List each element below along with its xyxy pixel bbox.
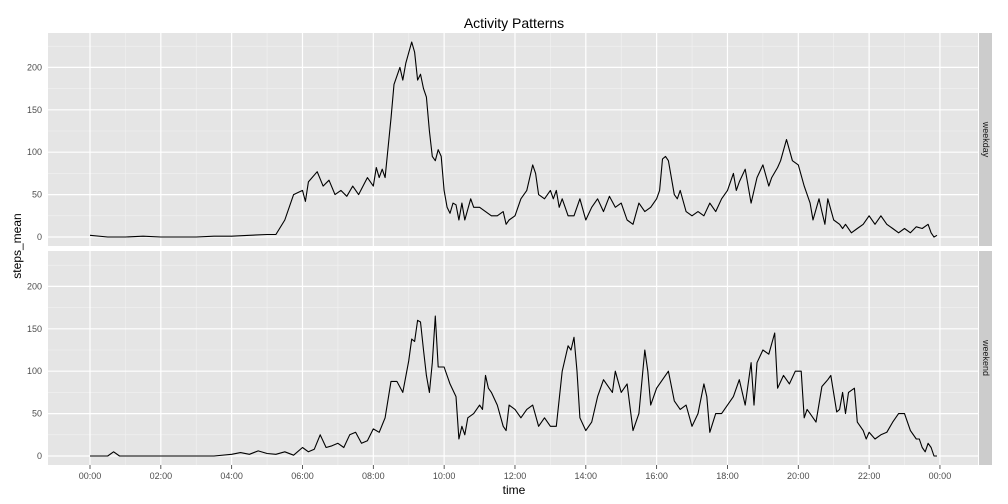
x-tick-label: 12:00 xyxy=(504,471,527,481)
y-tick-label: 0 xyxy=(37,451,42,461)
x-tick-label: 16:00 xyxy=(645,471,668,481)
x-axis-title: time xyxy=(503,483,526,497)
y-tick-label: 0 xyxy=(37,232,42,242)
x-axis: 00:00 02:00 04:00 06:00 08:00 10:00 12:00 14:00… xyxy=(79,465,951,481)
y-axis-title: steps_mean xyxy=(10,213,24,278)
y-tick-label: 200 xyxy=(27,62,42,72)
panel-background xyxy=(48,251,978,465)
panel-weekday: 0 50 100 150 200 xyxy=(27,33,978,246)
x-tick-label: 04:00 xyxy=(220,471,243,481)
x-tick-label: 00:00 xyxy=(79,471,102,481)
x-tick-label: 06:00 xyxy=(291,471,314,481)
panel-weekend: 0 50 100 150 200 xyxy=(27,251,978,465)
facet-strip xyxy=(979,33,992,246)
facet-label-weekend: weekend xyxy=(981,339,991,376)
x-tick-label: 08:00 xyxy=(362,471,385,481)
series-line-weekday xyxy=(89,41,938,238)
x-tick-label: 18:00 xyxy=(716,471,739,481)
y-tick-label: 150 xyxy=(27,105,42,115)
panel-background xyxy=(48,33,978,246)
y-tick-label: 150 xyxy=(27,324,42,334)
x-tick-label: 22:00 xyxy=(858,471,881,481)
y-tick-label: 50 xyxy=(32,409,42,419)
y-tick-label: 50 xyxy=(32,190,42,200)
x-tick-label: 00:00 xyxy=(929,471,952,481)
facet-strip xyxy=(979,251,992,465)
y-tick-label: 100 xyxy=(27,147,42,157)
y-tick-label: 200 xyxy=(27,281,42,291)
x-tick-label: 14:00 xyxy=(575,471,598,481)
x-tick-label: 10:00 xyxy=(433,471,456,481)
facet-label-weekday: weekday xyxy=(981,121,991,158)
chart-title: Activity Patterns xyxy=(464,15,564,31)
y-tick-label: 100 xyxy=(27,366,42,376)
x-tick-label: 02:00 xyxy=(150,471,173,481)
x-tick-label: 20:00 xyxy=(787,471,810,481)
series-line-weekend xyxy=(90,315,937,457)
